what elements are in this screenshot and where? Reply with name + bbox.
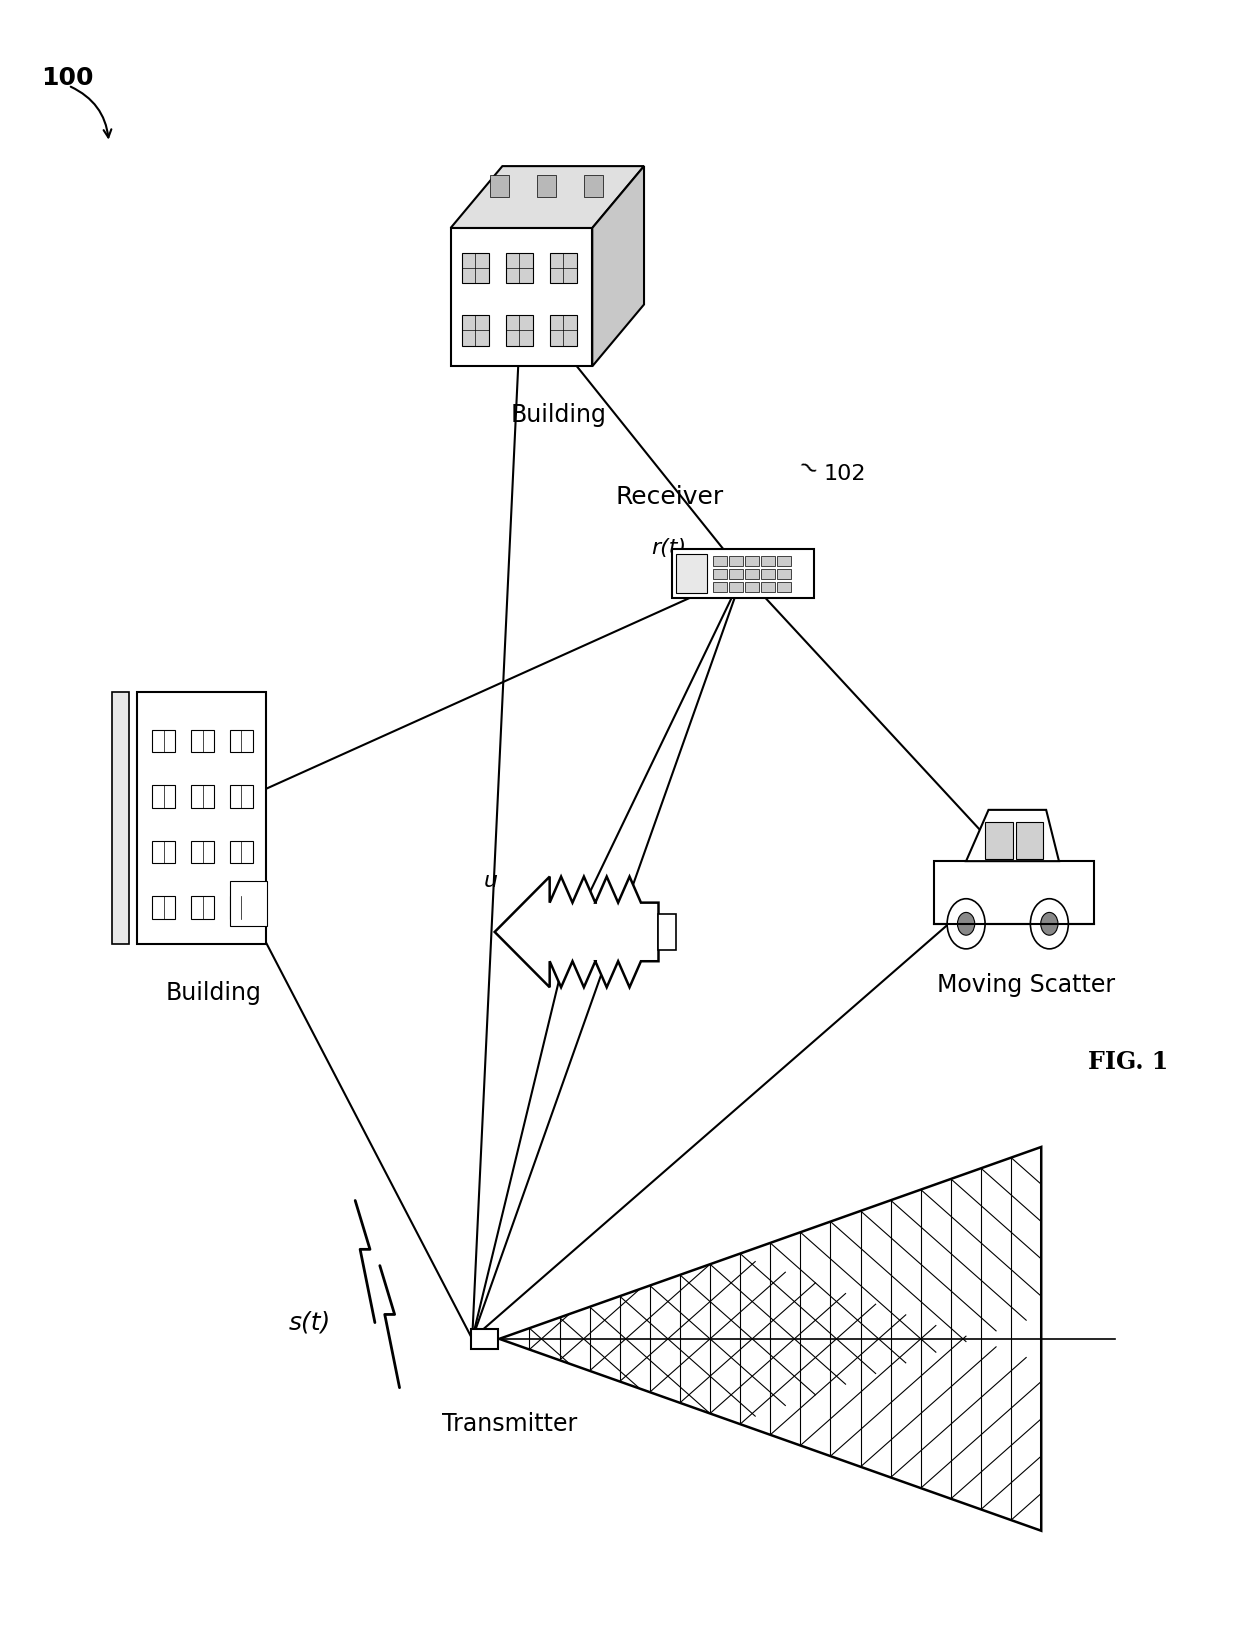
Bar [229, 897, 253, 919]
Bar [549, 316, 577, 345]
Polygon shape [495, 877, 658, 987]
Bar [463, 254, 489, 283]
Bar [229, 882, 267, 926]
Bar [153, 785, 175, 808]
Text: Receiver: Receiver [615, 484, 723, 509]
Bar [934, 861, 1094, 924]
Polygon shape [450, 167, 644, 227]
Circle shape [957, 913, 975, 936]
Text: ~: ~ [792, 453, 822, 484]
Circle shape [1040, 913, 1058, 936]
Bar [729, 582, 743, 592]
Bar [191, 785, 215, 808]
Bar [713, 569, 727, 579]
Bar [471, 1328, 498, 1348]
Bar [761, 556, 775, 566]
Bar [229, 841, 253, 864]
Bar [136, 692, 265, 944]
Bar [761, 569, 775, 579]
Bar [229, 785, 253, 808]
Bar [761, 582, 775, 592]
Bar [537, 175, 556, 196]
Bar [777, 556, 791, 566]
Polygon shape [593, 167, 644, 366]
Bar [745, 569, 759, 579]
Bar [777, 569, 791, 579]
Bar [153, 841, 175, 864]
Text: r(t): r(t) [652, 538, 687, 558]
Text: Moving Scatter: Moving Scatter [937, 973, 1116, 996]
Circle shape [1030, 898, 1069, 949]
Polygon shape [966, 810, 1059, 861]
Text: Building: Building [511, 402, 606, 427]
Circle shape [947, 898, 985, 949]
Bar [676, 555, 707, 594]
Bar [490, 175, 508, 196]
Text: Building: Building [166, 980, 262, 1005]
Bar [153, 897, 175, 919]
Bar [463, 316, 489, 345]
Bar [506, 254, 533, 283]
Bar [745, 582, 759, 592]
Bar [672, 550, 813, 599]
Bar [729, 569, 743, 579]
Bar [153, 730, 175, 753]
Bar [713, 582, 727, 592]
Bar [986, 823, 1013, 859]
Text: Transmitter: Transmitter [441, 1412, 577, 1436]
Text: s(t): s(t) [289, 1310, 331, 1335]
Bar [191, 897, 215, 919]
Text: 102: 102 [823, 465, 866, 484]
Bar [729, 556, 743, 566]
Bar [584, 175, 603, 196]
Bar [191, 730, 215, 753]
Text: FIG. 1: FIG. 1 [1087, 1050, 1168, 1075]
Bar [191, 841, 215, 864]
Text: u: u [484, 872, 497, 892]
Bar [658, 915, 676, 951]
Bar [745, 556, 759, 566]
Bar [112, 692, 129, 944]
Polygon shape [450, 227, 593, 366]
Bar [1016, 823, 1043, 859]
Text: 100: 100 [41, 65, 93, 90]
FancyArrowPatch shape [71, 87, 112, 137]
Bar [229, 730, 253, 753]
Bar [713, 556, 727, 566]
Bar [506, 316, 533, 345]
Bar [777, 582, 791, 592]
Bar [549, 254, 577, 283]
